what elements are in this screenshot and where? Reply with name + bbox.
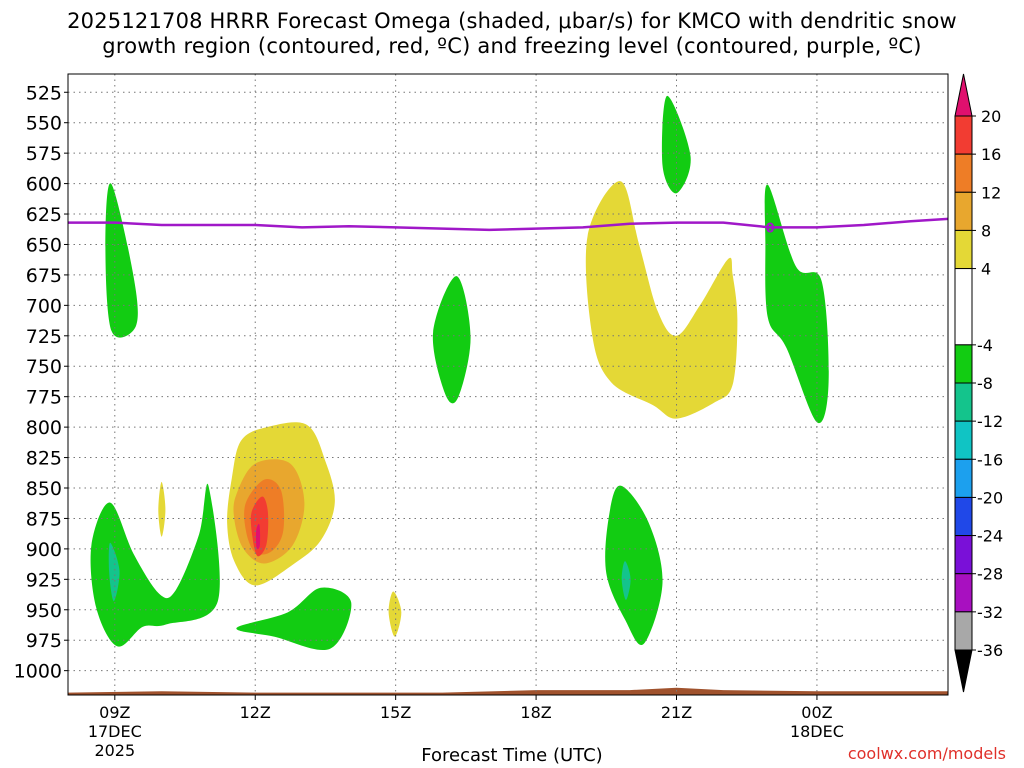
y-tick-label: 825 <box>26 448 62 470</box>
y-tick-label: 550 <box>26 113 62 135</box>
colorbar-label: 20 <box>981 107 1001 126</box>
colorbar-label: 12 <box>981 183 1001 202</box>
colorbar-band <box>954 153 973 193</box>
x-tick-label: 00Z <box>801 703 832 722</box>
y-tick-label: 575 <box>26 143 62 165</box>
y-tick-label: 650 <box>26 234 62 256</box>
y-tick-label: 800 <box>26 417 62 439</box>
omega-region-16 <box>388 591 402 637</box>
y-tick-label: 625 <box>26 204 62 226</box>
omega-region-15 <box>158 481 166 537</box>
chart-title-line-2: growth region (contoured, red, ºC) and f… <box>102 34 922 58</box>
omega-region-3 <box>764 184 829 424</box>
colorbar-label: -12 <box>977 412 1003 431</box>
y-tick-label: 775 <box>26 387 62 409</box>
colorbar-band <box>954 344 973 384</box>
y-tick-label: 725 <box>26 326 62 348</box>
x-tick-label: 18DEC <box>790 722 844 741</box>
x-tick-label: 15Z <box>380 703 411 722</box>
x-tick-label: 17DEC <box>88 722 142 741</box>
omega-region-2 <box>661 95 691 194</box>
y-tick-label: 900 <box>26 539 62 561</box>
colorbar-label: -8 <box>977 374 993 393</box>
colorbar-band <box>954 73 973 117</box>
x-tick-label: 18Z <box>520 703 551 722</box>
plot-frame <box>67 73 949 696</box>
y-tick-label: 675 <box>26 265 62 287</box>
x-axis-title: Forecast Time (UTC) <box>421 745 603 766</box>
y-tick-label: 950 <box>26 600 62 622</box>
omega-region-14 <box>585 181 738 419</box>
colorbar-band <box>954 382 973 422</box>
colorbar-band <box>954 458 973 498</box>
freezing-level-line <box>68 217 948 232</box>
y-tick-label: 850 <box>26 478 62 500</box>
y-tick-label: 1000 <box>14 661 62 683</box>
colorbar-band <box>954 611 973 651</box>
omega-region-8 <box>621 561 631 600</box>
colorbar-label: -36 <box>977 641 1003 660</box>
y-tick-label: 525 <box>26 82 62 104</box>
colorbar-label: -28 <box>977 565 1003 584</box>
colorbar-band <box>954 191 973 231</box>
x-tick-label: 21Z <box>661 703 692 722</box>
colorbar-band <box>954 229 973 270</box>
colorbar-label: -32 <box>977 603 1003 622</box>
omega-region-7 <box>108 542 120 602</box>
y-tick-label: 700 <box>26 295 62 317</box>
x-tick-label: 09Z <box>99 703 130 722</box>
colorbar-label: -24 <box>977 527 1003 546</box>
omega-region-4 <box>90 483 220 647</box>
omega-region-1 <box>432 276 471 404</box>
terrain-surface <box>68 687 948 695</box>
y-tick-label: 975 <box>26 630 62 652</box>
x-tick-label: 12Z <box>240 703 271 722</box>
freezing-level-label: 0 <box>766 221 775 236</box>
colorbar-label: 16 <box>981 145 1001 164</box>
colorbar-band <box>954 420 973 460</box>
colorbar-band <box>954 268 973 346</box>
y-tick-label: 925 <box>26 569 62 591</box>
omega-region-5 <box>236 587 352 651</box>
colorbar-label: -16 <box>977 450 1003 469</box>
colorbar-band <box>954 115 973 155</box>
y-tick-label: 750 <box>26 356 62 378</box>
colorbar-label: 8 <box>981 221 991 240</box>
omega-region-6 <box>605 485 663 646</box>
colorbar-band <box>954 649 973 693</box>
chart-title-line-1: 2025121708 HRRR Forecast Omega (shaded, … <box>67 9 957 33</box>
colorbar-band <box>954 535 973 575</box>
site-credit: coolwx.com/models <box>847 744 1006 763</box>
colorbar-band <box>954 573 973 613</box>
x-tick-label: 2025 <box>94 741 135 760</box>
y-tick-label: 875 <box>26 508 62 530</box>
omega-region-13 <box>255 523 261 549</box>
y-tick-label: 600 <box>26 174 62 196</box>
colorbar-band <box>954 496 973 537</box>
colorbar-label: 4 <box>981 260 991 279</box>
colorbar-label: -20 <box>977 488 1003 507</box>
colorbar-label: -4 <box>977 336 993 355</box>
colorbar: 20 16 12 8 4 -4 -8 -12 -16 -20 -24 -28 -32 -36 <box>954 73 1003 693</box>
